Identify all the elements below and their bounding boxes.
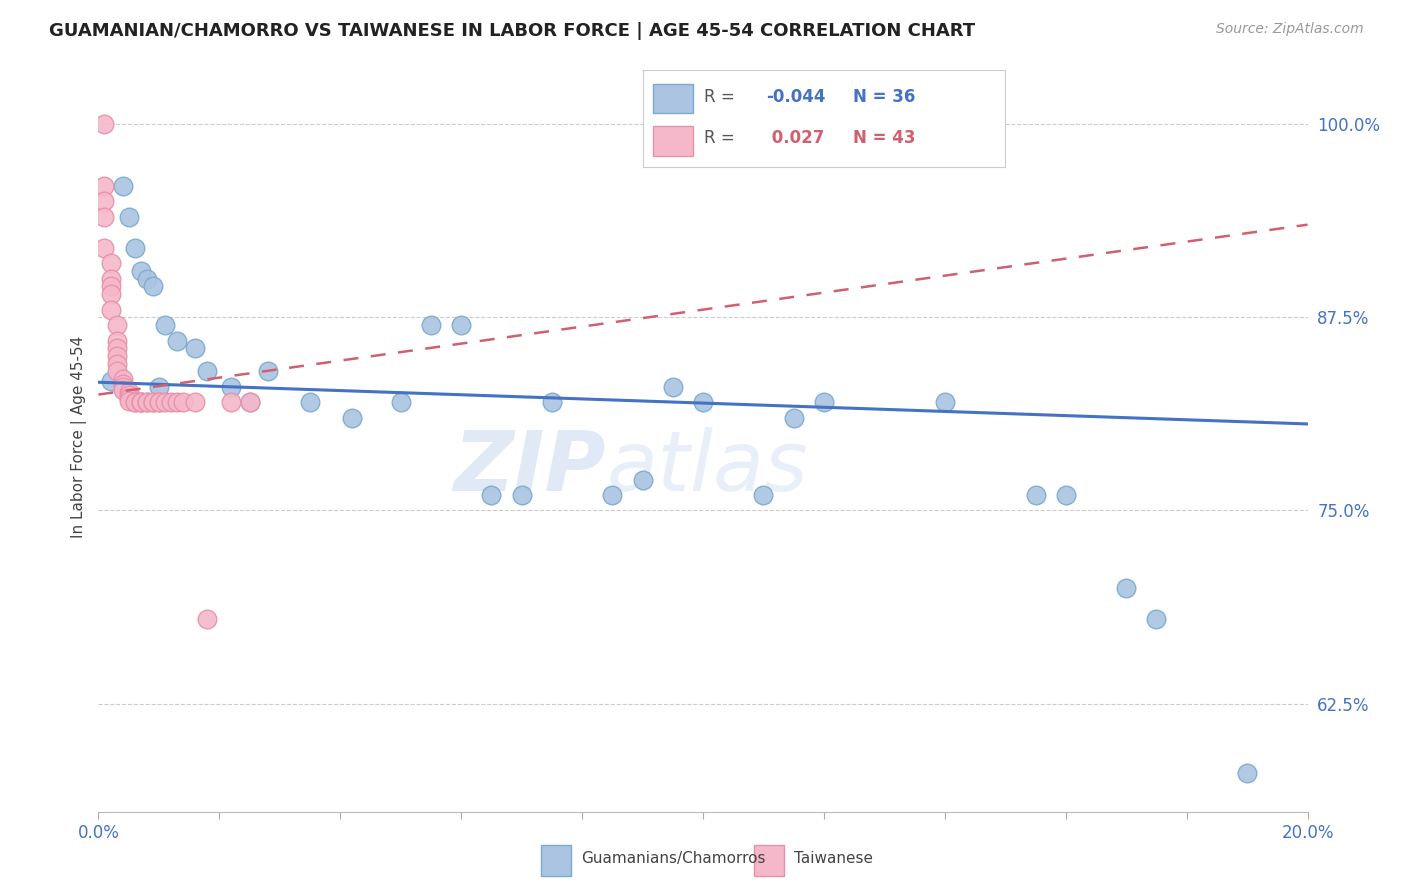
Point (692, 395, 714, 409)
Point (195, 364, 218, 378)
Point (100, 279, 122, 293)
Point (172, 395, 194, 409)
Point (124, 395, 146, 409)
Text: ZIP: ZIP (454, 426, 606, 508)
Point (142, 279, 165, 293)
Point (342, 410, 364, 425)
Point (661, 380, 683, 394)
Text: atlas: atlas (606, 426, 808, 508)
Point (602, 488, 624, 502)
Point (124, 395, 146, 409)
Point (481, 488, 503, 502)
Point (111, 179, 134, 194)
Point (105, 334, 128, 348)
Point (142, 395, 165, 409)
Point (118, 391, 141, 405)
Point (1236, 766, 1258, 780)
Point (118, 384, 141, 399)
Point (105, 318, 128, 332)
Point (1115, 581, 1137, 595)
Point (195, 612, 218, 626)
Point (129, 395, 152, 409)
Point (93, 241, 115, 255)
Point (934, 395, 956, 409)
Point (813, 395, 835, 409)
Point (1144, 612, 1167, 626)
Point (93, 179, 115, 194)
Point (100, 374, 122, 388)
Point (129, 395, 152, 409)
Point (166, 334, 188, 348)
Point (100, 271, 122, 285)
Point (135, 271, 157, 285)
Point (118, 210, 141, 224)
FancyBboxPatch shape (754, 846, 785, 876)
Point (118, 387, 141, 401)
Point (100, 302, 122, 317)
Point (1024, 488, 1046, 502)
Point (752, 488, 775, 502)
Point (135, 395, 157, 409)
Point (153, 318, 176, 332)
Text: GUAMANIAN/CHAMORRO VS TAIWANESE IN LABOR FORCE | AGE 45-54 CORRELATION CHART: GUAMANIAN/CHAMORRO VS TAIWANESE IN LABOR… (49, 22, 976, 40)
Point (631, 473, 654, 487)
Point (93, 194, 115, 209)
Point (420, 318, 443, 332)
Point (783, 410, 806, 425)
Point (389, 395, 412, 409)
Point (540, 395, 562, 409)
Point (510, 488, 533, 502)
Point (221, 395, 243, 409)
Point (93, 210, 115, 224)
Point (111, 376, 134, 391)
Point (105, 341, 128, 355)
Point (148, 380, 170, 394)
Point (105, 349, 128, 363)
Text: Guamanians/Chamorros: Guamanians/Chamorros (582, 851, 766, 866)
Point (239, 395, 262, 409)
Point (142, 395, 165, 409)
Point (129, 395, 152, 409)
FancyBboxPatch shape (541, 846, 571, 876)
Point (93, 117, 115, 131)
Point (256, 364, 278, 378)
Point (1054, 488, 1077, 502)
Point (166, 395, 188, 409)
Point (135, 395, 157, 409)
Point (124, 241, 146, 255)
Point (148, 395, 170, 409)
Point (160, 395, 183, 409)
Text: Taiwanese: Taiwanese (794, 851, 873, 866)
Point (450, 318, 472, 332)
Point (153, 395, 176, 409)
Point (184, 395, 207, 409)
Point (100, 287, 122, 301)
Point (105, 364, 128, 378)
Point (129, 264, 152, 278)
Point (221, 380, 243, 394)
Y-axis label: In Labor Force | Age 45-54: In Labor Force | Age 45-54 (72, 336, 87, 538)
Point (184, 341, 207, 355)
Point (148, 395, 170, 409)
Text: Source: ZipAtlas.com: Source: ZipAtlas.com (1216, 22, 1364, 37)
Point (239, 395, 262, 409)
Point (105, 357, 128, 371)
Point (111, 380, 134, 394)
Point (118, 393, 141, 408)
Point (100, 256, 122, 270)
Point (111, 372, 134, 386)
Point (111, 383, 134, 397)
Point (299, 395, 322, 409)
